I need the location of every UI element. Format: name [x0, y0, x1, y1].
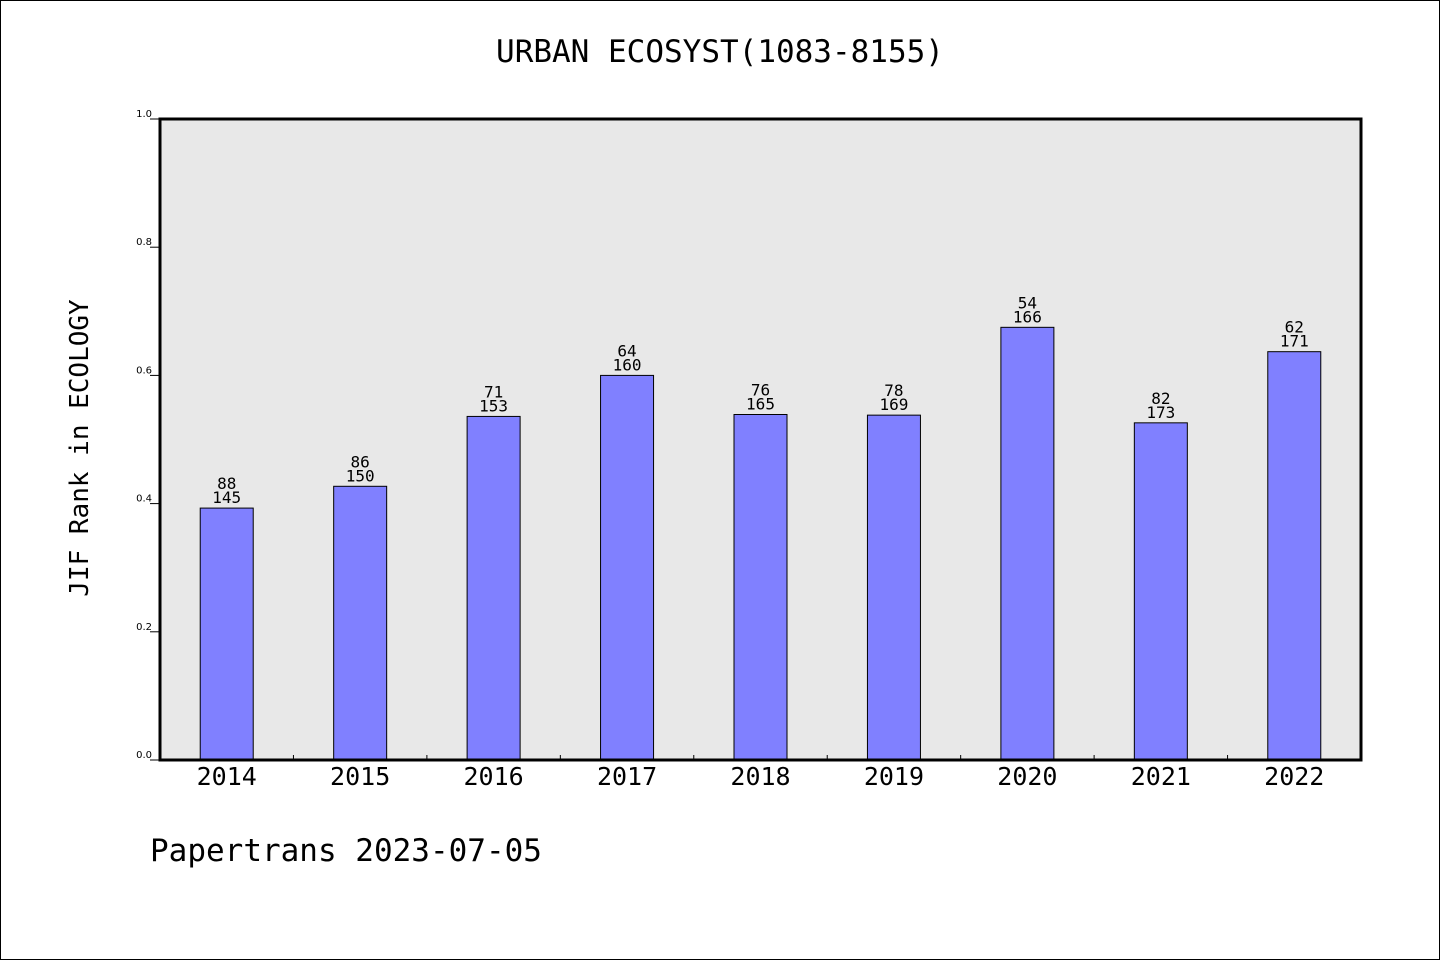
bar-rank-label: 86	[351, 452, 370, 471]
x-tick-label: 2015	[330, 762, 390, 791]
bar-rank-label: 78	[884, 381, 903, 400]
chart-title: URBAN ECOSYST(1083-8155)	[496, 34, 944, 70]
bar-rank-label: 82	[1151, 389, 1170, 408]
y-tick-label: 0.2	[136, 622, 152, 633]
x-tick-label: 2014	[197, 762, 257, 791]
bar-2021	[1133, 422, 1188, 761]
bar-total-label: 145	[212, 488, 241, 507]
x-tick-label: 2017	[597, 762, 657, 791]
footer-credit: Papertrans 2023-07-05	[150, 833, 542, 869]
bar-rank-label: 54	[1018, 293, 1037, 312]
bar-2022	[1267, 351, 1322, 761]
bar-rank-label: 71	[484, 382, 503, 401]
y-tick-label: 0.8	[136, 237, 152, 248]
bar-2020	[1000, 326, 1055, 761]
x-tick-label: 2022	[1264, 762, 1324, 791]
bar-total-label: 169	[879, 395, 908, 414]
y-tick-label: 1.0	[136, 109, 152, 120]
bar-total-label: 160	[613, 355, 642, 374]
bar-2019	[866, 414, 921, 761]
x-tick-label: 2019	[864, 762, 924, 791]
bar-total-label: 165	[746, 395, 775, 414]
x-tick-label: 2016	[464, 762, 524, 791]
bar-total-label: 166	[1013, 307, 1042, 326]
y-tick-label: 0.6	[136, 365, 152, 376]
bar-rank-label: 76	[751, 381, 770, 400]
x-tick-label: 2021	[1131, 762, 1191, 791]
bar-rank-label: 88	[217, 474, 236, 493]
x-tick-label: 2020	[997, 762, 1057, 791]
bar-2016	[466, 415, 521, 761]
y-tick-label: 0.4	[136, 494, 152, 505]
bar-rank-label: 64	[617, 341, 636, 360]
bar-total-label: 173	[1146, 403, 1175, 422]
y-axis: 0.0 0.2 0.4 0.6 0.8 1.0	[136, 109, 160, 761]
bar-total-label: 150	[346, 466, 375, 485]
bar-total-label: 153	[479, 396, 508, 415]
bar-2014	[199, 507, 254, 761]
bar-2018	[733, 414, 788, 761]
bar-2015	[333, 485, 388, 761]
bar-total-label: 171	[1280, 332, 1309, 351]
x-tick-label: 2018	[730, 762, 790, 791]
bar-rank-label: 62	[1285, 318, 1304, 337]
y-tick-label: 0.0	[136, 750, 152, 761]
x-axis: 2014 2015 2016 2017 2018 2019 2020 2021 2022	[197, 755, 1324, 791]
bars-group	[199, 326, 1322, 761]
bar-2017	[600, 374, 655, 761]
plot-border	[158, 117, 1363, 762]
